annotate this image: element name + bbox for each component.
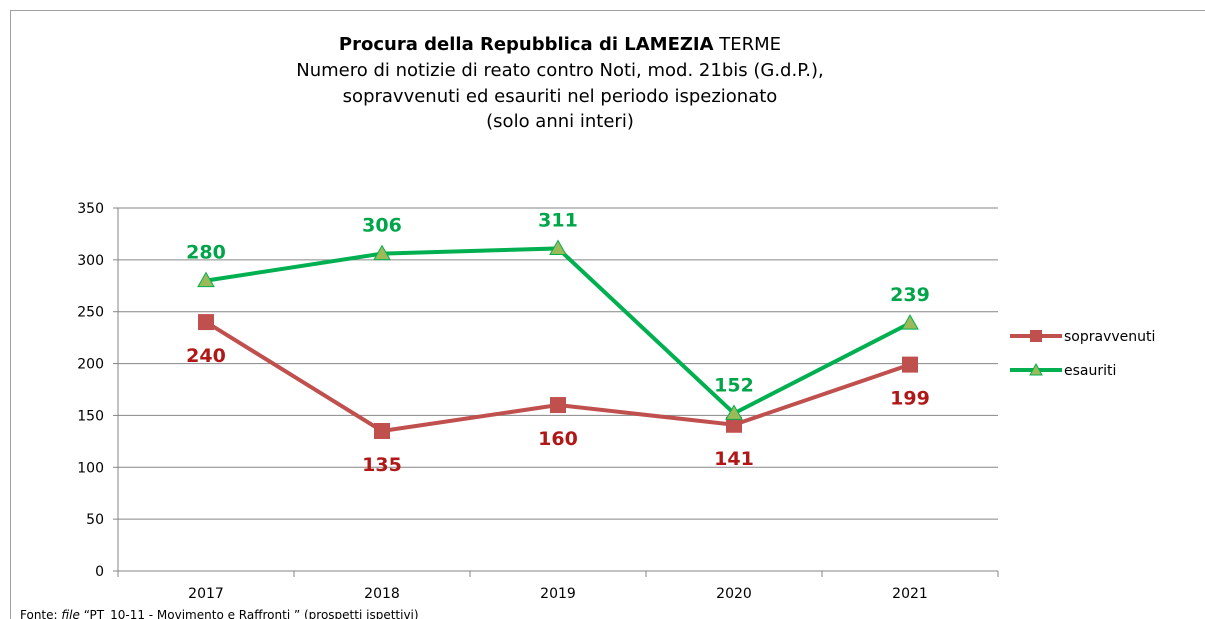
x-tick-label: 2018 xyxy=(364,586,400,602)
x-tick-label: 2020 xyxy=(716,586,752,602)
y-tick-label: 50 xyxy=(86,512,104,528)
data-label: 306 xyxy=(362,215,402,237)
y-tick-label: 250 xyxy=(77,305,104,321)
source-part: Fonte: xyxy=(20,608,58,619)
data-label: 141 xyxy=(714,448,754,470)
marker xyxy=(901,314,919,330)
data-label: 280 xyxy=(186,242,226,264)
data-label: 152 xyxy=(714,374,754,396)
data-label: 239 xyxy=(890,284,930,306)
chart-frame xyxy=(10,10,1205,619)
y-tick-label: 350 xyxy=(77,201,104,217)
legend-marker xyxy=(1029,362,1043,376)
legend-label: sopravvenuti xyxy=(1064,329,1155,345)
subtitle: (solo anni interi) xyxy=(486,111,634,132)
title-normal: TERME xyxy=(718,34,781,55)
title-bold: Procura della Repubblica di LAMEZIA xyxy=(339,34,714,55)
marker xyxy=(198,314,214,331)
data-label: 160 xyxy=(538,428,578,450)
x-tick-label: 2021 xyxy=(892,586,928,602)
y-tick-label: 300 xyxy=(77,253,104,269)
y-tick-label: 200 xyxy=(77,357,104,373)
chart-title: Procura della Repubblica di LAMEZIA TERM… xyxy=(339,34,781,55)
legend-marker xyxy=(1030,330,1042,342)
data-label: 135 xyxy=(362,454,402,476)
data-label: 240 xyxy=(186,345,226,367)
legend-label: esauriti xyxy=(1064,363,1116,379)
y-tick-label: 150 xyxy=(77,408,104,424)
subtitle: sopravvenuti ed esauriti nel periodo isp… xyxy=(343,86,778,107)
marker xyxy=(902,356,918,373)
marker xyxy=(197,271,215,288)
marker xyxy=(725,404,743,420)
subtitle: Numero di notizie di reato contro Noti, … xyxy=(296,60,823,81)
source-part: file xyxy=(61,608,79,619)
source: Fonte: file “PT_10-11 - Movimento e Raff… xyxy=(20,608,419,619)
marker xyxy=(374,422,390,439)
marker xyxy=(549,239,567,255)
y-tick-label: 100 xyxy=(77,460,104,476)
marker xyxy=(550,397,566,414)
source-part: “PT_10-11 - Movimento e Raffronti ” (pro… xyxy=(84,608,419,619)
y-tick-label: 0 xyxy=(95,564,104,580)
data-label: 311 xyxy=(538,209,578,231)
marker xyxy=(726,416,742,433)
marker xyxy=(373,244,391,261)
data-label: 199 xyxy=(890,388,930,410)
x-tick-label: 2019 xyxy=(540,586,576,602)
x-tick-label: 2017 xyxy=(188,586,224,602)
